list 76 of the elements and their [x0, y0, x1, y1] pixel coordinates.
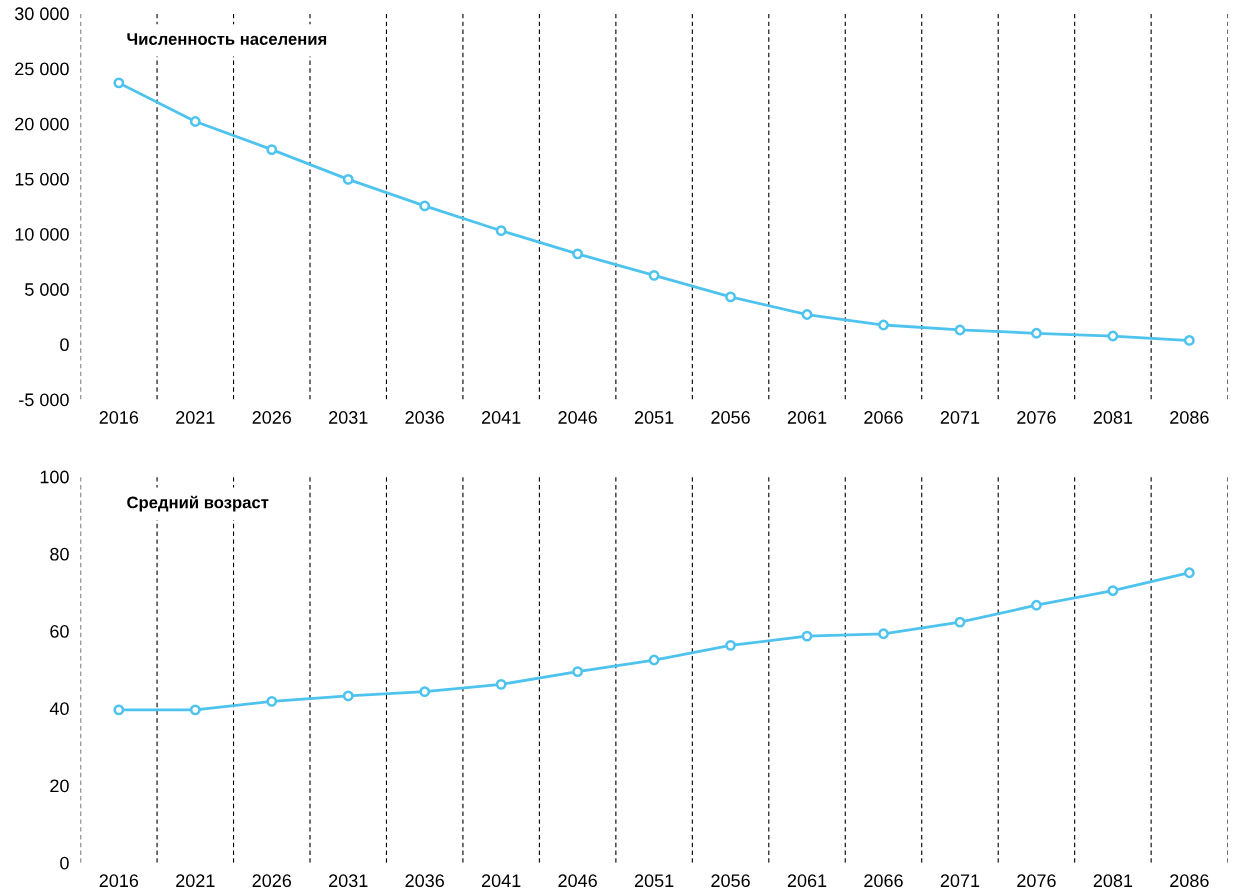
point [189, 116, 201, 127]
x-tick-label: 2051 [634, 411, 674, 424]
x-tick-label: 2066 [864, 874, 903, 888]
point [342, 690, 354, 702]
x-tick-label: 2071 [940, 874, 980, 888]
point [495, 225, 507, 237]
x-tick-label: 2081 [1093, 411, 1133, 424]
point [1183, 335, 1195, 346]
point [1031, 327, 1042, 339]
y-tick-label: 15 000 [15, 172, 69, 186]
y-tick-label: 25 000 [15, 62, 69, 76]
y-tick-label: -5 000 [19, 393, 69, 407]
x-tick-label: 2051 [634, 874, 674, 888]
point [1031, 599, 1042, 611]
x-tick-label: 2056 [711, 874, 750, 888]
x-tick-label: 2016 [99, 874, 139, 888]
point [495, 678, 507, 690]
point [189, 704, 201, 716]
point [878, 628, 889, 640]
x-tick-label: 2061 [787, 874, 827, 888]
point [1183, 567, 1195, 579]
text: Средний возраст [127, 495, 269, 512]
x-tick-label: 2046 [558, 411, 597, 424]
x-tick-label: 2086 [1170, 874, 1209, 888]
x-tick-label: 2081 [1093, 874, 1133, 888]
x-tick-label: 2066 [864, 411, 903, 424]
point [648, 654, 660, 666]
point [954, 616, 966, 628]
y-tick-label: 0 [60, 856, 69, 870]
y-tick-label: 5 000 [25, 283, 69, 296]
point [419, 200, 431, 212]
x-tick-label: 2041 [481, 411, 521, 424]
point [342, 173, 354, 185]
point [878, 319, 889, 331]
y-tick-label: 100 [40, 470, 69, 484]
point [725, 639, 736, 651]
y-tick-label: 20 000 [15, 117, 69, 131]
point [113, 77, 125, 89]
x-tick-label: 2041 [481, 874, 521, 888]
point [419, 686, 431, 698]
point [572, 248, 584, 260]
point [725, 291, 736, 303]
x-tick-label: 2071 [940, 411, 980, 424]
point [266, 144, 278, 156]
y-tick-label: 0 [60, 338, 69, 352]
x-tick-label: 2056 [711, 411, 750, 424]
x-tick-label: 2031 [329, 874, 368, 888]
point [266, 695, 278, 707]
point [648, 269, 660, 281]
x-tick-label: 2026 [252, 874, 292, 888]
point [113, 704, 125, 716]
x-tick-label: 2021 [176, 411, 215, 424]
point [1107, 585, 1119, 596]
x-tick-label: 2036 [405, 874, 444, 888]
y-tick-label: 60 [50, 625, 69, 638]
x-tick-label: 2021 [176, 874, 215, 888]
x-tick-label: 2086 [1170, 411, 1209, 424]
point [801, 309, 813, 320]
y-tick-label: 80 [50, 547, 69, 561]
text: Численность населения [127, 33, 327, 45]
x-tick-label: 2061 [787, 411, 827, 424]
x-tick-label: 2026 [252, 411, 292, 424]
point [954, 324, 966, 336]
x-tick-label: 2036 [405, 411, 444, 424]
point [801, 630, 813, 642]
x-tick-label: 2016 [99, 411, 139, 424]
point [572, 666, 584, 678]
x-tick-label: 2046 [558, 874, 597, 888]
x-tick-label: 2076 [1017, 411, 1056, 424]
x-tick-label: 2076 [1017, 874, 1056, 888]
y-tick-label: 10 000 [15, 227, 69, 241]
y-tick-label: 30 000 [14, 7, 69, 21]
x-tick-label: 2031 [329, 411, 368, 424]
point [1107, 330, 1119, 342]
y-tick-label: 20 [50, 779, 69, 793]
y-tick-label: 40 [49, 702, 69, 716]
